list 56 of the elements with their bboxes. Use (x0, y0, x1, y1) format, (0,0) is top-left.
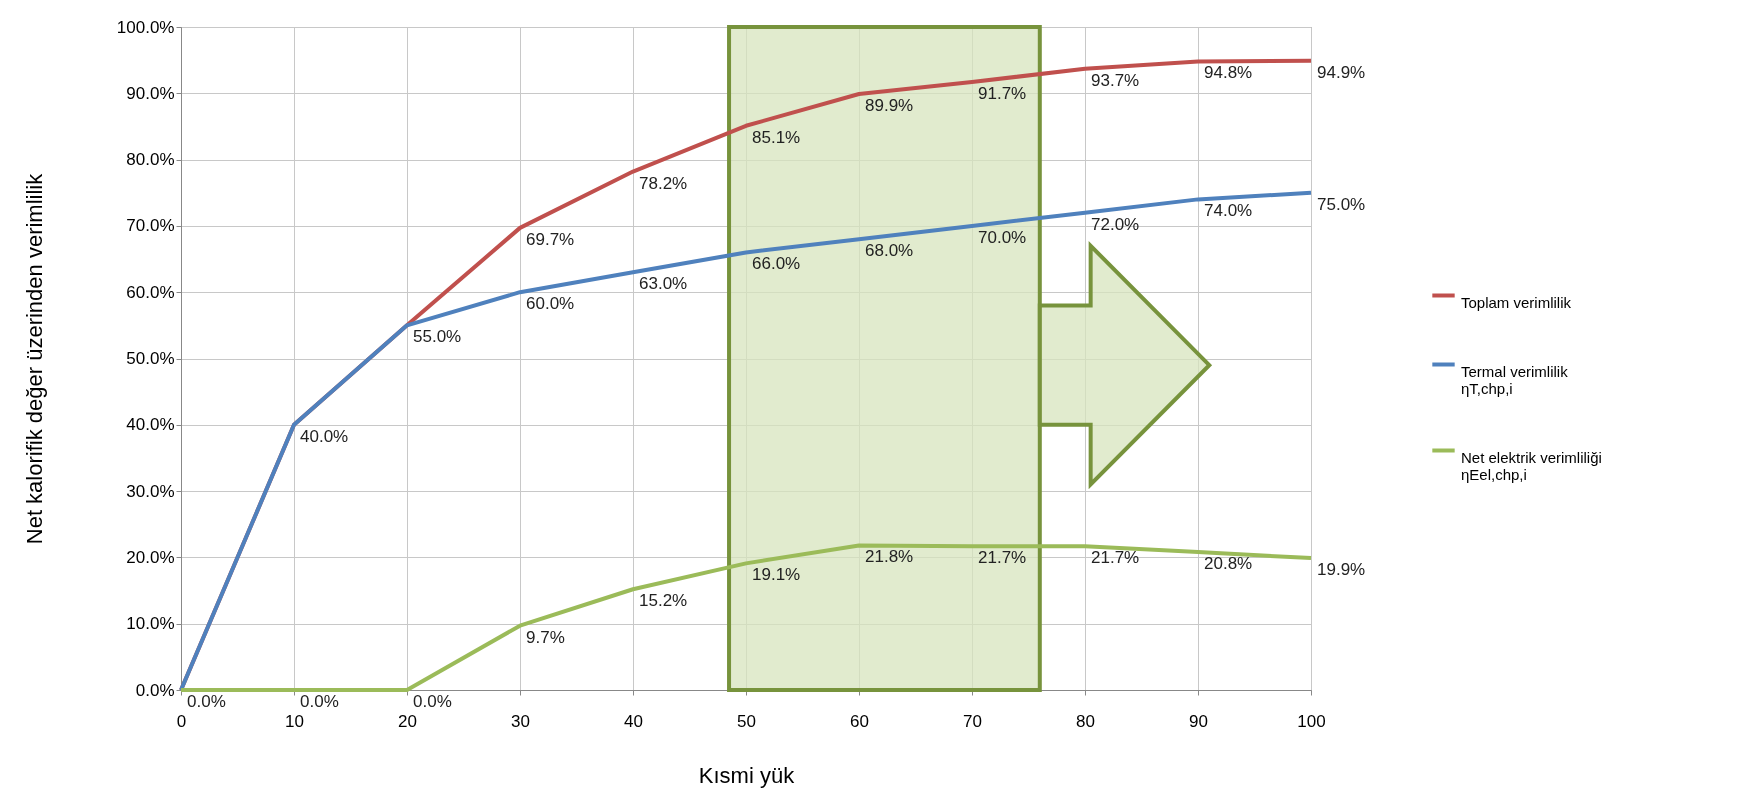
data-label: 9.7% (526, 627, 565, 647)
x-tick-label: 70 (963, 711, 982, 731)
x-axis-title: Kısmi yük (698, 762, 796, 788)
y-tick-label: 80.0% (126, 150, 175, 170)
data-label: 21.8% (865, 547, 914, 567)
data-label: 85.1% (752, 127, 801, 147)
data-label: 89.9% (865, 95, 914, 115)
data-label: 70.0% (978, 227, 1027, 247)
data-label: 40.0% (300, 426, 349, 446)
x-tick-label: 30 (511, 711, 530, 731)
data-label: 91.7% (978, 84, 1027, 104)
y-tick-label: 30.0% (126, 481, 175, 501)
legend-label: Net elektrik verimliliği ηEel,chp,i (1461, 448, 1602, 483)
data-label: 93.7% (1091, 70, 1140, 90)
x-tick-label: 80 (1076, 711, 1095, 731)
y-tick-label: 100.0% (116, 17, 175, 37)
data-label: 20.8% (1204, 554, 1253, 574)
data-label: 21.7% (978, 548, 1027, 568)
data-label: 60.0% (526, 294, 575, 314)
data-label: 0.0% (300, 692, 339, 711)
data-label: 63.0% (639, 274, 688, 294)
data-label: 94.9% (1317, 62, 1366, 82)
y-tick-label: 40.0% (126, 415, 175, 435)
data-label: 0.0% (187, 692, 226, 711)
data-label: 21.7% (1091, 548, 1140, 568)
y-axis-title: Net kalorifik değer üzerinden verimlilik (21, 172, 47, 545)
x-tick-label: 10 (285, 711, 304, 731)
x-tick-label: 20 (398, 711, 417, 731)
data-label: 78.2% (639, 173, 688, 193)
data-label: 15.2% (639, 591, 688, 611)
legend-label: Termal verimlilik ηT,chp,i (1461, 362, 1569, 397)
data-label: 75.0% (1317, 194, 1366, 214)
x-tick-label: 0 (176, 711, 187, 731)
x-tick-label: 60 (850, 711, 869, 731)
y-tick-label: 0.0% (135, 680, 175, 700)
data-label: 55.0% (413, 327, 462, 347)
y-tick-label: 70.0% (126, 216, 175, 236)
data-label: 19.9% (1317, 560, 1366, 580)
data-label: 19.1% (752, 565, 801, 585)
y-tick-label: 20.0% (126, 547, 175, 567)
data-label: 94.8% (1204, 63, 1253, 83)
data-label: 68.0% (865, 241, 914, 261)
x-tick-label: 90 (1189, 711, 1208, 731)
y-tick-label: 50.0% (126, 349, 175, 368)
x-tick-label: 100 (1297, 711, 1326, 731)
legend-label: Toplam verimlilik (1461, 293, 1572, 311)
y-tick-label: 10.0% (126, 614, 175, 634)
data-label: 0.0% (413, 692, 452, 711)
y-tick-label: 90.0% (126, 83, 175, 103)
data-label: 72.0% (1091, 214, 1140, 234)
data-label: 66.0% (752, 254, 801, 274)
x-tick-label: 40 (624, 711, 643, 731)
y-tick-label: 60.0% (126, 282, 175, 302)
data-label: 74.0% (1204, 201, 1253, 221)
data-label: 69.7% (526, 229, 575, 249)
x-tick-label: 50 (737, 711, 756, 731)
